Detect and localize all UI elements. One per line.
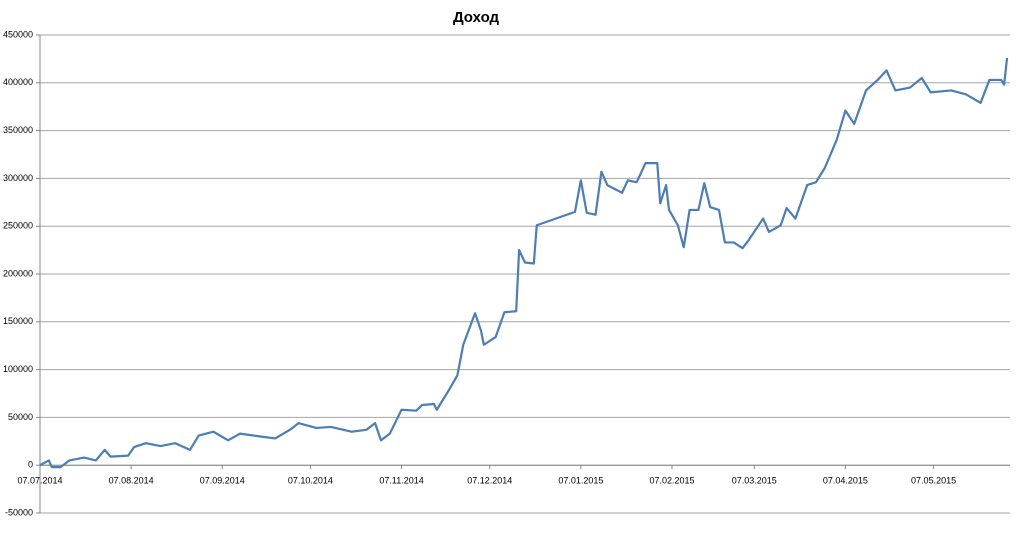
y-tick-label: 400000 (3, 77, 33, 87)
x-tick-label: 07.08.2014 (109, 476, 154, 486)
x-tick-label: 07.09.2014 (200, 476, 245, 486)
y-tick-label: 100000 (3, 364, 33, 374)
y-tick-label: 450000 (3, 29, 33, 39)
y-tick-label: 50000 (8, 412, 33, 422)
x-tick-label: 07.11.2014 (379, 476, 423, 486)
y-tick-label: 0 (28, 460, 33, 470)
y-tick-label: -50000 (5, 507, 33, 517)
x-tick-label: 07.07.2014 (17, 476, 62, 486)
x-tick-label: 07.02.2015 (649, 476, 694, 486)
x-tick-label: 07.03.2015 (732, 476, 777, 486)
x-tick-label: 07.01.2015 (558, 476, 603, 486)
y-tick-label: 350000 (3, 125, 33, 135)
x-tick-label: 07.05.2015 (911, 476, 956, 486)
y-tick-label: 200000 (3, 268, 33, 278)
chart-title: Доход (453, 9, 500, 26)
x-tick-label: 07.12.2014 (467, 476, 512, 486)
line-series (39, 57, 1009, 469)
x-tick-label: 07.10.2014 (288, 476, 333, 486)
x-tick-label: 07.04.2015 (823, 476, 868, 486)
y-tick-label: 150000 (3, 316, 33, 326)
y-tick-label: 300000 (3, 173, 33, 183)
y-tick-label: 250000 (3, 221, 33, 231)
